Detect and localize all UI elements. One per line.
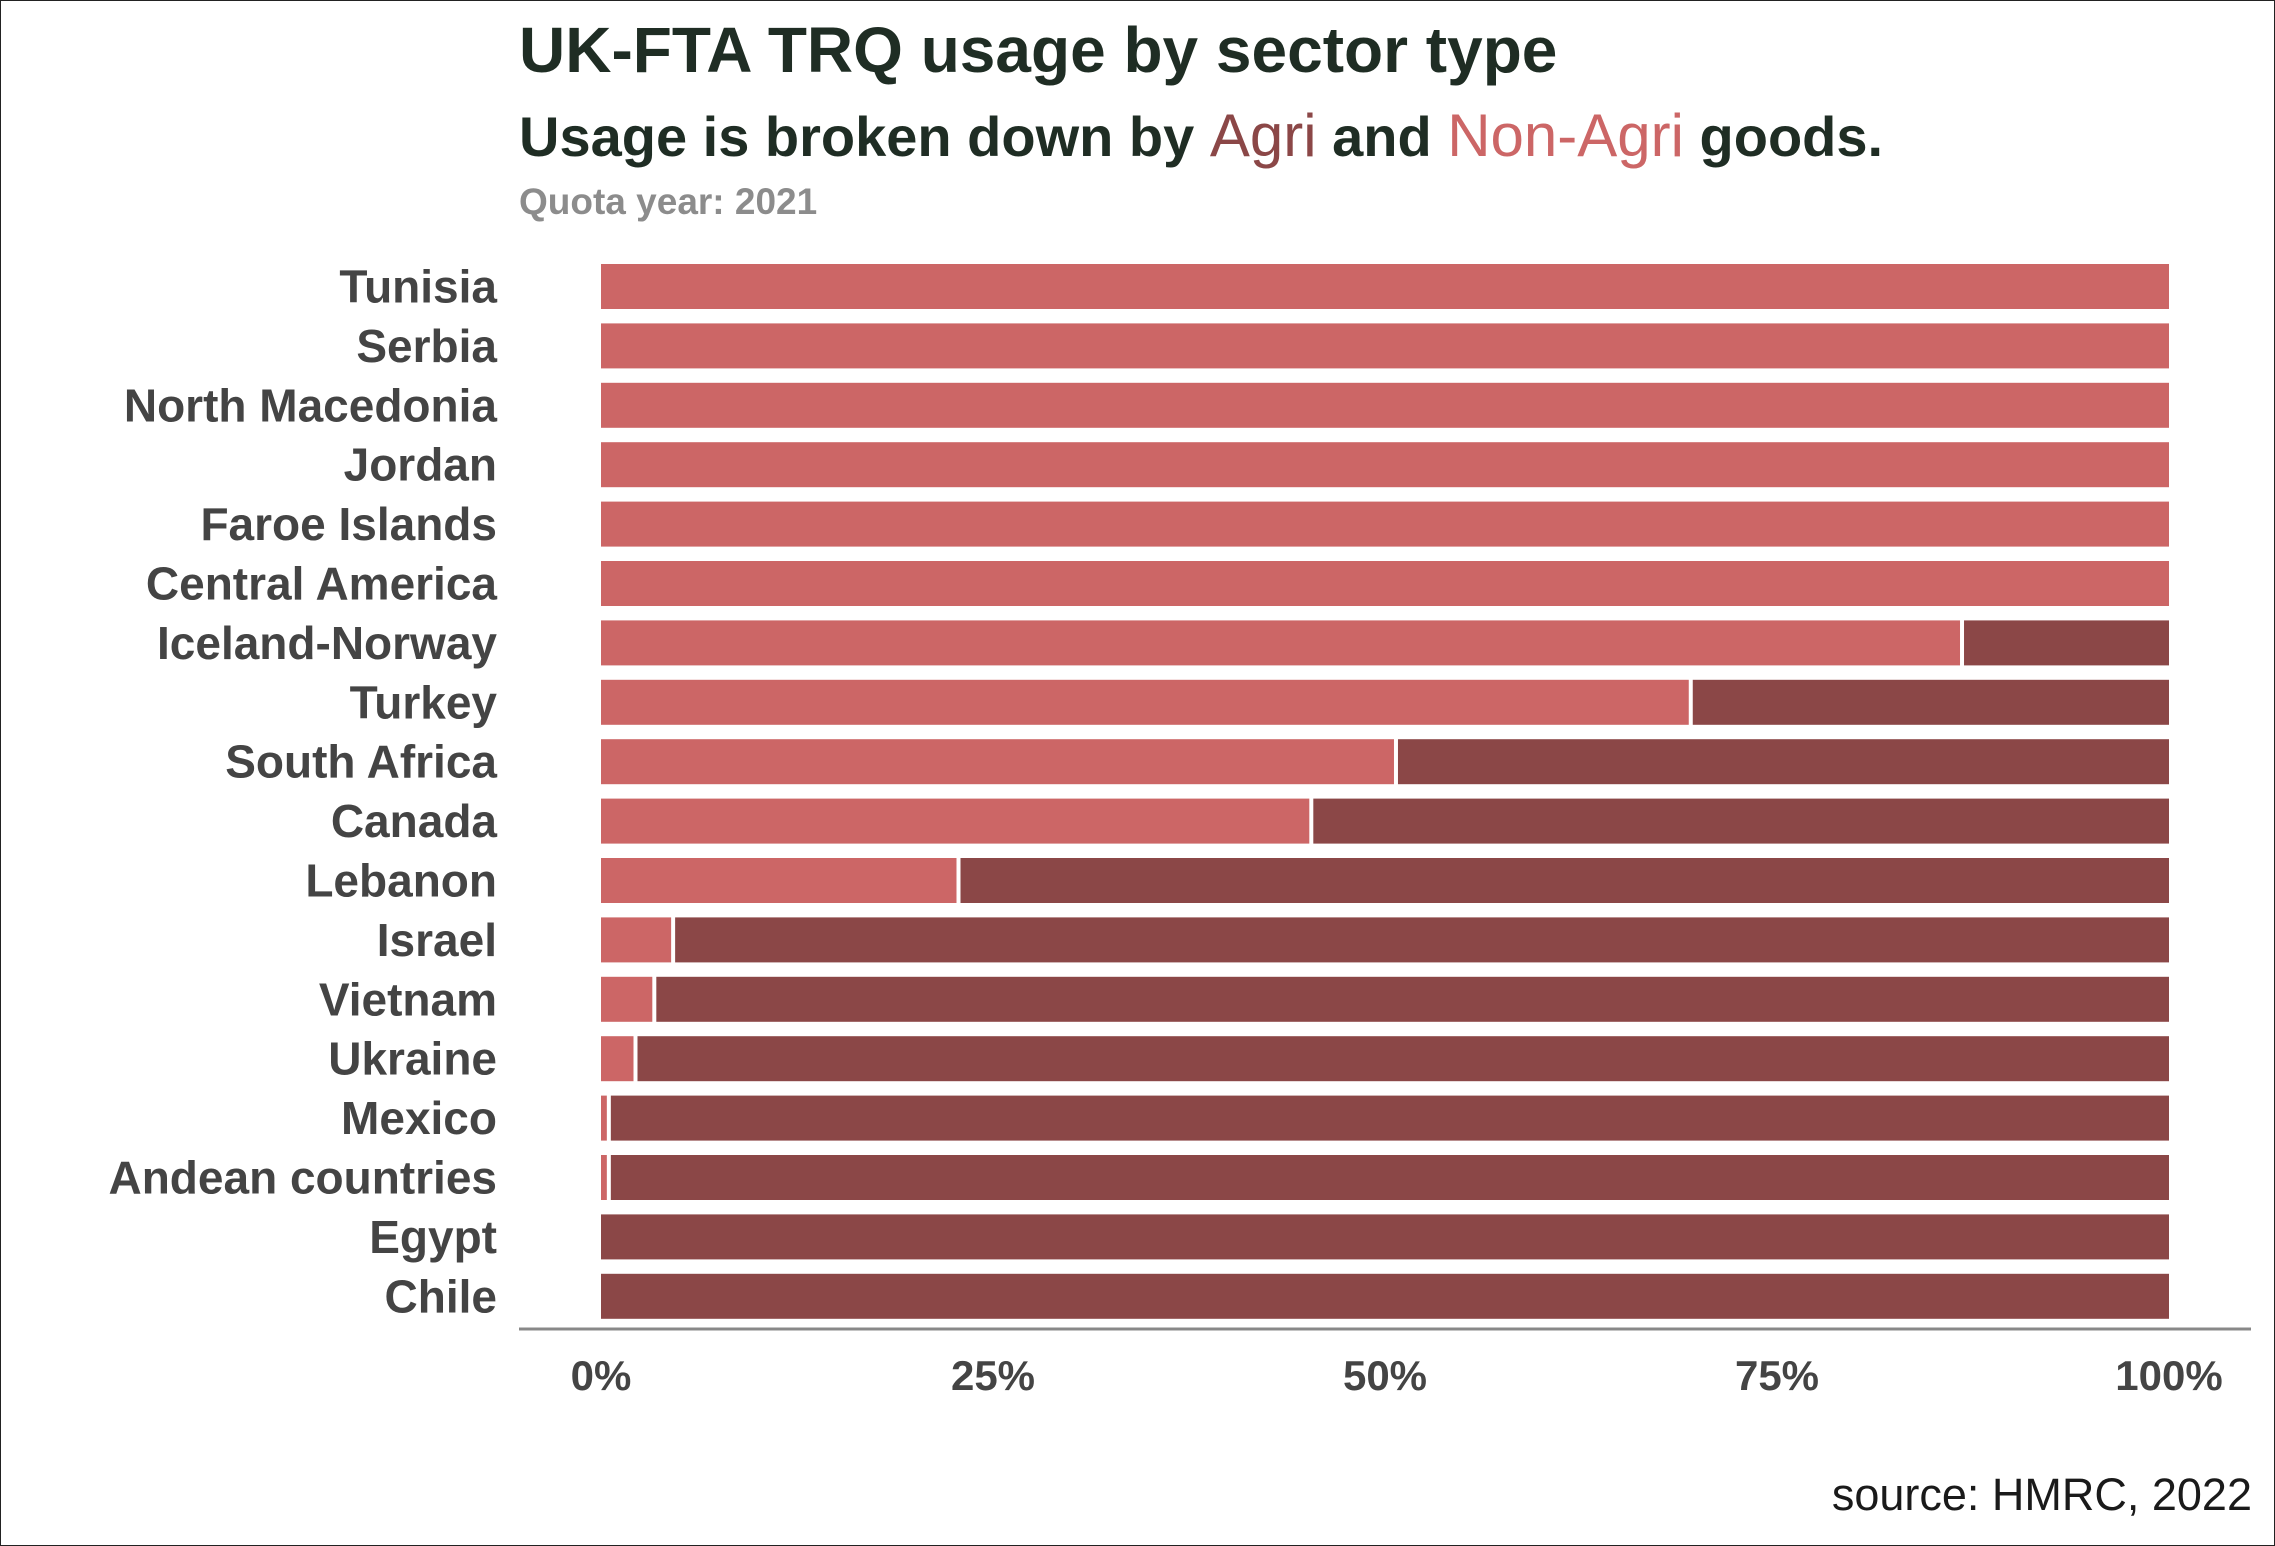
chart-subtitle: Usage is broken down by Agri and Non-Agr… <box>519 101 1883 170</box>
bar-agri-turkey <box>1692 679 2169 725</box>
bar-agri-canada <box>1313 798 2169 844</box>
bar-non-agri-faroe-islands <box>601 501 2169 547</box>
x-tick-label: 75% <box>1735 1352 1819 1399</box>
bar-non-agri-ukraine <box>601 1036 634 1082</box>
y-label-chile: Chile <box>385 1270 497 1322</box>
chart-title: UK-FTA TRQ usage by sector type <box>519 14 1558 86</box>
y-label-tunisia: Tunisia <box>339 261 497 313</box>
source-note: source: HMRC, 2022 <box>1831 1469 2252 1520</box>
y-label-serbia: Serbia <box>356 320 497 372</box>
bar-non-agri-serbia <box>601 323 2169 369</box>
bar-agri-chile <box>601 1273 2169 1319</box>
bar-non-agri-tunisia <box>601 264 2169 309</box>
bar-non-agri-south-africa <box>601 739 1394 785</box>
subtitle-suffix: goods. <box>1699 105 1884 168</box>
bar-non-agri-jordan <box>601 442 2169 488</box>
subtitle-prefix: Usage is broken down by <box>519 105 1195 168</box>
bar-agri-lebanon <box>960 858 2169 903</box>
bar-agri-ukraine <box>637 1036 2169 1082</box>
x-tick-label: 100% <box>2115 1352 2222 1399</box>
y-label-canada: Canada <box>331 795 498 847</box>
y-label-vietnam: Vietnam <box>319 973 497 1025</box>
subtitle-agri-key: Agri <box>1209 102 1317 169</box>
bar-agri-iceland-norway <box>1964 620 2169 666</box>
x-tick-label: 50% <box>1343 1352 1427 1399</box>
bar-non-agri-mexico <box>601 1095 607 1141</box>
bar-agri-vietnam <box>656 976 2169 1022</box>
y-label-turkey: Turkey <box>350 676 498 728</box>
bar-non-agri-iceland-norway <box>601 620 1961 666</box>
bar-non-agri-lebanon <box>601 858 957 903</box>
y-label-south-africa: South Africa <box>225 736 497 788</box>
y-label-egypt: Egypt <box>369 1211 497 1263</box>
bars-group <box>601 264 2170 1319</box>
bar-non-agri-north-macedonia <box>601 382 2169 428</box>
bar-agri-south-africa <box>1397 739 2169 785</box>
y-axis-labels: Tunisia Serbia North Macedonia Jordan Faroe … <box>108 261 497 1323</box>
x-tick-label: 0% <box>571 1352 632 1399</box>
y-label-north-macedonia: North Macedonia <box>124 379 498 431</box>
bar-agri-mexico <box>610 1095 2169 1141</box>
bar-non-agri-canada <box>601 798 1310 844</box>
bar-non-agri-central-america <box>601 561 2169 606</box>
y-label-andean-countries: Andean countries <box>108 1152 497 1204</box>
y-label-mexico: Mexico <box>341 1092 497 1144</box>
subtitle-middle: and <box>1332 105 1432 168</box>
y-label-jordan: Jordan <box>344 439 497 491</box>
bar-non-agri-andean-countries <box>601 1155 607 1200</box>
subtitle-non-agri-key: Non-Agri <box>1447 102 1684 169</box>
y-label-iceland-norway: Iceland-Norway <box>157 617 497 669</box>
bar-agri-andean-countries <box>610 1155 2169 1200</box>
x-tick-label: 25% <box>951 1352 1035 1399</box>
y-label-ukraine: Ukraine <box>328 1033 497 1085</box>
bar-agri-egypt <box>601 1214 2169 1260</box>
y-label-central-america: Central America <box>146 558 498 610</box>
y-label-israel: Israel <box>377 914 497 966</box>
x-axis-labels: 0% 25% 50% 75% 100% <box>571 1352 2223 1399</box>
y-label-faroe-islands: Faroe Islands <box>200 498 497 550</box>
bar-non-agri-turkey <box>601 679 1689 725</box>
bar-non-agri-vietnam <box>601 976 653 1022</box>
chart-caption: Quota year: 2021 <box>519 181 818 222</box>
bar-non-agri-israel <box>601 917 672 963</box>
bar-agri-israel <box>675 917 2170 963</box>
y-label-lebanon: Lebanon <box>305 855 497 907</box>
